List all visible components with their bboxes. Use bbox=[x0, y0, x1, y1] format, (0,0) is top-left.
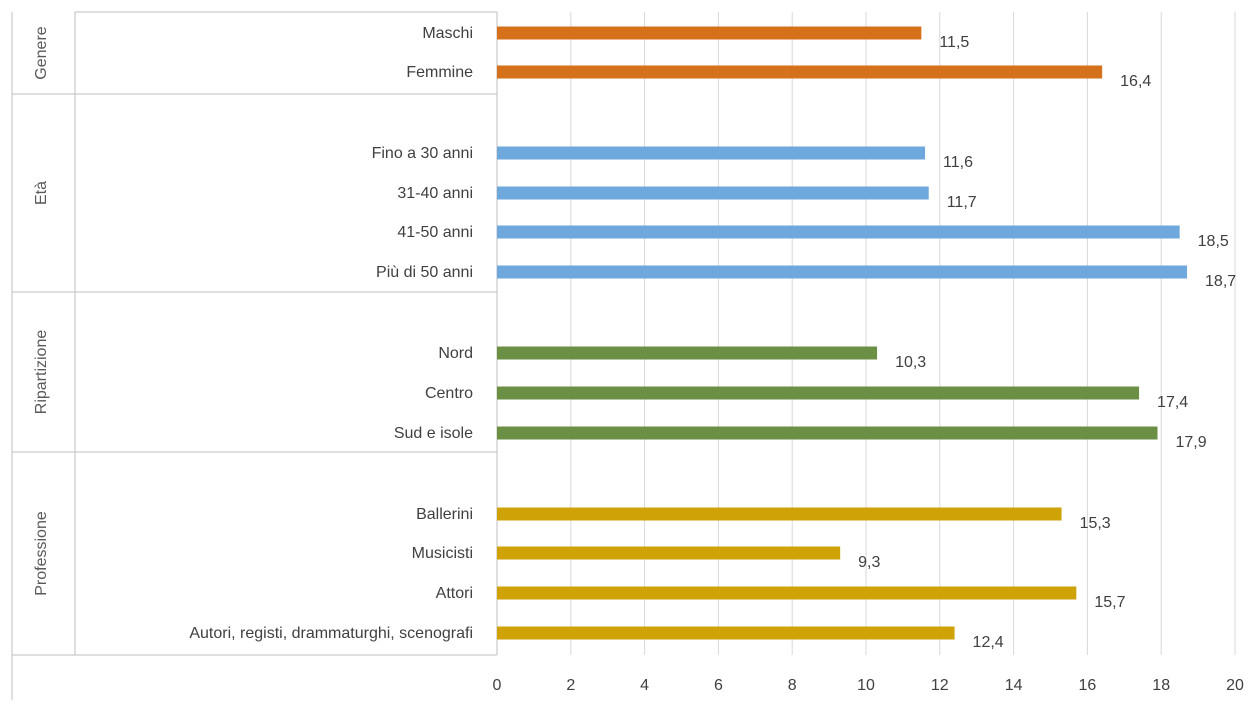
bar-1-0 bbox=[497, 146, 926, 160]
bar-2-0 bbox=[497, 346, 878, 360]
x-tick-label-20: 20 bbox=[1226, 677, 1244, 694]
data-label-3-3: 12,4 bbox=[973, 634, 1004, 651]
category-label-1-1: 31-40 anni bbox=[397, 185, 473, 202]
bar-1-2 bbox=[497, 225, 1180, 239]
x-tick-label-14: 14 bbox=[1005, 677, 1023, 694]
category-label-0-0: Maschi bbox=[422, 25, 473, 42]
data-label-2-2: 17,9 bbox=[1176, 434, 1207, 451]
data-label-3-0: 15,3 bbox=[1080, 515, 1111, 532]
x-tick-label-6: 6 bbox=[714, 677, 723, 694]
category-label-2-0: Nord bbox=[438, 345, 473, 362]
category-label-3-3: Autori, registi, drammaturghi, scenograf… bbox=[189, 625, 473, 642]
group-label-0: Genere bbox=[33, 26, 50, 79]
data-label-3-2: 15,7 bbox=[1094, 594, 1125, 611]
category-label-1-2: 41-50 anni bbox=[397, 224, 473, 241]
x-tick-label-12: 12 bbox=[931, 677, 949, 694]
x-tick-label-18: 18 bbox=[1152, 677, 1170, 694]
x-tick-label-4: 4 bbox=[640, 677, 649, 694]
bar-0-0 bbox=[497, 26, 922, 40]
category-label-2-2: Sud e isole bbox=[394, 425, 473, 442]
category-label-3-1: Musicisti bbox=[412, 545, 473, 562]
data-label-2-0: 10,3 bbox=[895, 354, 926, 371]
category-label-0-1: Femmine bbox=[406, 64, 473, 81]
data-label-1-3: 18,7 bbox=[1205, 273, 1236, 290]
bar-3-2 bbox=[497, 586, 1077, 600]
bar-3-3 bbox=[497, 626, 955, 640]
category-label-1-3: Più di 50 anni bbox=[376, 264, 473, 281]
category-label-2-1: Centro bbox=[425, 385, 473, 402]
x-tick-label-2: 2 bbox=[566, 677, 575, 694]
category-label-3-2: Attori bbox=[436, 585, 473, 602]
bar-1-3 bbox=[497, 265, 1188, 279]
x-tick-label-8: 8 bbox=[788, 677, 797, 694]
data-label-3-1: 9,3 bbox=[858, 554, 880, 571]
x-tick-label-10: 10 bbox=[857, 677, 875, 694]
bar-2-2 bbox=[497, 426, 1158, 440]
x-tick-label-16: 16 bbox=[1079, 677, 1097, 694]
data-label-1-0: 11,6 bbox=[943, 154, 973, 171]
category-label-1-0: Fino a 30 anni bbox=[372, 145, 473, 162]
bar-3-0 bbox=[497, 507, 1062, 521]
data-label-0-1: 16,4 bbox=[1120, 73, 1151, 90]
bar-2-1 bbox=[497, 386, 1140, 400]
x-tick-label-0: 0 bbox=[493, 677, 502, 694]
group-label-3: Professione bbox=[33, 511, 50, 596]
bar-0-1 bbox=[497, 65, 1103, 79]
bar-1-1 bbox=[497, 186, 929, 200]
data-label-2-1: 17,4 bbox=[1157, 394, 1188, 411]
group-label-1: Età bbox=[33, 181, 50, 205]
data-label-0-0: 11,5 bbox=[939, 34, 969, 51]
category-label-3-0: Ballerini bbox=[416, 506, 473, 523]
data-label-1-2: 18,5 bbox=[1198, 233, 1229, 250]
group-label-2: Ripartizione bbox=[33, 330, 50, 415]
bar-3-1 bbox=[497, 546, 841, 560]
data-label-1-1: 11,7 bbox=[947, 194, 977, 211]
